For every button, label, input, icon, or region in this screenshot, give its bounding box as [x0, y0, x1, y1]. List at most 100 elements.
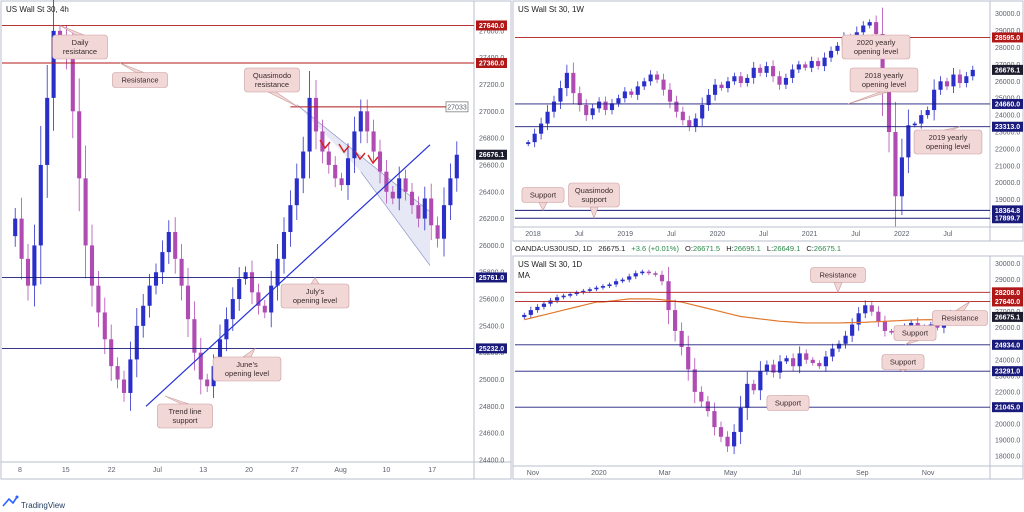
candle-body [764, 364, 769, 372]
candle-body [539, 123, 544, 134]
candle-body [791, 358, 796, 367]
candle-body [83, 178, 88, 246]
candle-body [128, 359, 133, 393]
level-tag [992, 64, 1023, 75]
level-tag-label: 28595.0 [995, 35, 1020, 42]
channel-upper-line [296, 104, 431, 213]
candle-body [655, 74, 660, 80]
callout-2018-yearly-box [849, 67, 919, 93]
candle-body [345, 158, 351, 186]
candle-body [192, 319, 197, 353]
callout-weekly-support-box [521, 187, 565, 203]
candle-body [545, 111, 550, 124]
x-tick-label: Jul [667, 231, 676, 238]
callout-daily-support-3-box [766, 395, 810, 411]
callout-trend-line-support-box [157, 403, 213, 429]
candle-body [830, 348, 835, 357]
level-tag [476, 343, 507, 354]
x-tick-label: 17 [428, 467, 436, 474]
candle-body [141, 305, 146, 326]
x-tick-label: 8 [18, 467, 22, 474]
level-tag [992, 366, 1023, 377]
callout-quasimodo-resistance-box [244, 67, 300, 93]
candle-body [45, 97, 50, 165]
candle-body [134, 325, 139, 360]
candle-body [705, 401, 710, 412]
candle-body [822, 57, 827, 67]
candle-body [861, 25, 866, 33]
candle-body [522, 314, 527, 318]
level-tag [992, 121, 1023, 132]
channel-lower-line [360, 171, 431, 266]
candle-body [587, 289, 592, 291]
candle-body [640, 271, 645, 274]
callout-daily-support-2: Support [881, 354, 925, 372]
x-tick-label: Jul [851, 231, 860, 238]
candle-body [699, 391, 704, 402]
candle-body [809, 61, 814, 68]
candle-body [712, 411, 717, 428]
candle-body [198, 352, 203, 380]
level-tag-label: 27640.0 [995, 299, 1020, 306]
callout-resistance-box [112, 72, 168, 88]
candle-body [880, 33, 885, 90]
panel-weekly-frame [512, 0, 1024, 242]
candle-body [89, 245, 95, 286]
y-tick-label: 25200.0 [479, 350, 504, 357]
candle-body [147, 285, 152, 306]
candle-body [810, 359, 815, 363]
candle-body [719, 84, 724, 89]
candle-body [249, 272, 255, 293]
level-tag-label: 21045.0 [995, 405, 1020, 412]
moving-average-line [524, 298, 977, 324]
candle-body [906, 125, 911, 158]
x-tick-label: Aug [334, 467, 347, 474]
candle-body [790, 69, 795, 78]
candle-body [153, 272, 159, 286]
candle-body [262, 305, 267, 313]
candle-body [835, 45, 840, 51]
callout-daily-resistance-1: Resistance [810, 267, 866, 294]
candle-body [577, 93, 582, 105]
candle-body [548, 300, 553, 304]
callout-june-opening-text: June’s [236, 360, 258, 369]
level-tag [476, 58, 507, 69]
candle-body [863, 305, 868, 314]
candle-body [672, 310, 678, 331]
candle-body [804, 353, 809, 360]
callout-daily-resistance-text: Daily [72, 38, 89, 47]
x-tick-label: 2020 [710, 231, 726, 238]
red-arrow-icon [354, 150, 366, 161]
footer-branding[interactable]: TradingView [2, 495, 65, 511]
candle-body [686, 346, 691, 370]
candle-body [796, 64, 801, 70]
candle-body [758, 67, 763, 73]
x-tick-label: 2022 [894, 231, 910, 238]
candle-body [422, 198, 427, 219]
callout-2019-yearly-text: 2019 yearly [929, 133, 968, 142]
y-tick-label: 25600.0 [479, 297, 504, 304]
candle-body [230, 299, 235, 320]
candle-body [784, 358, 789, 362]
candle-body [732, 76, 737, 82]
candle-body [558, 88, 563, 102]
level-tag [992, 402, 1023, 413]
svg-text:OANDA:US30USD, 1D 26675.: OANDA:US30USD, 1D 26675.1 +3.6 (+0.01%) … [515, 244, 841, 253]
candle-body [160, 252, 165, 273]
x-tick-label: 27 [291, 467, 299, 474]
info-change: +3.6 (+0.01%) [631, 244, 679, 253]
x-tick-label: Jul [153, 467, 162, 474]
candle-body [581, 290, 586, 293]
candle-body [607, 284, 612, 287]
candle-body [816, 61, 821, 67]
candle-body [622, 91, 627, 99]
y-tick-label: 26000.0 [995, 79, 1020, 86]
y-tick-label: 29000.0 [995, 28, 1020, 35]
candle-body [121, 379, 127, 393]
candle-body [706, 94, 711, 105]
